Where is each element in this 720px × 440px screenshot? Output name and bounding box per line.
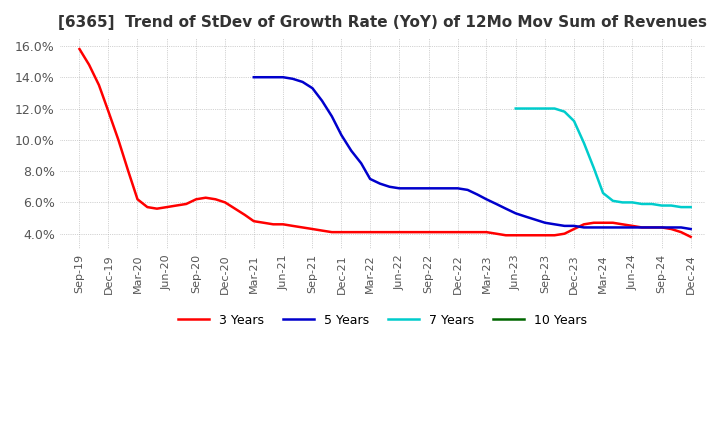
- Legend: 3 Years, 5 Years, 7 Years, 10 Years: 3 Years, 5 Years, 7 Years, 10 Years: [173, 309, 592, 332]
- Line: 3 Years: 3 Years: [79, 49, 690, 237]
- Line: 5 Years: 5 Years: [253, 77, 690, 229]
- Title: [6365]  Trend of StDev of Growth Rate (YoY) of 12Mo Mov Sum of Revenues: [6365] Trend of StDev of Growth Rate (Yo…: [58, 15, 707, 30]
- Line: 7 Years: 7 Years: [516, 109, 690, 207]
